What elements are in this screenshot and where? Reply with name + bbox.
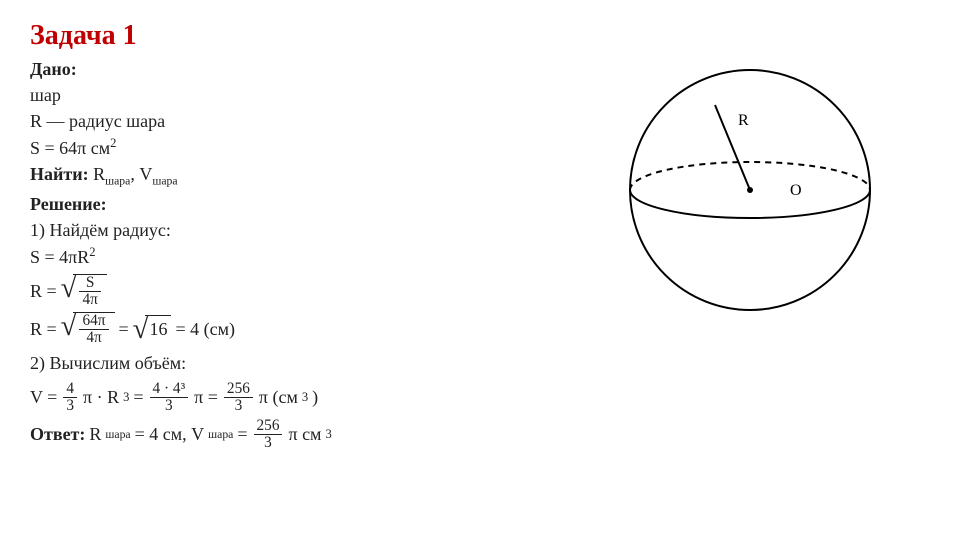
answer-frac-den: 3 [254, 435, 283, 451]
sqrt-body-1: S 4π [73, 274, 106, 308]
frac3-num: 256 [224, 381, 253, 398]
answer-label: Ответ: [30, 424, 85, 445]
label-o: O [790, 182, 802, 199]
frac-s-over-4pi: S 4π [79, 275, 100, 308]
volume-row: V = 4 3 π · R 3 = 4 · 4³ 3 π = 256 3 π (с… [30, 381, 930, 414]
given-area-exp: 2 [110, 136, 116, 150]
equator-front [630, 190, 870, 218]
frac-4-3-num: 4 [63, 381, 77, 398]
answer-r-prefix: R [89, 424, 101, 445]
step1-formula-exp: 2 [89, 245, 95, 259]
find-label: Найти: [30, 164, 89, 184]
find-r: R [93, 164, 105, 184]
equator-back [630, 162, 870, 190]
v-tail-close: ) [312, 387, 318, 408]
frac-256-3: 256 3 [224, 381, 253, 414]
v-mid2: π = [194, 387, 218, 408]
step2-text: 2) Вычислим объём: [30, 350, 930, 376]
frac-64pi-over-4pi: 64π 4π [79, 313, 108, 346]
label-r: R [738, 112, 749, 129]
r-value: = 4 (см) [175, 319, 235, 340]
answer-row: Ответ: Rшара = 4 см, Vшара = 256 3 π см3 [30, 418, 930, 451]
answer-v-sub: шара [208, 428, 233, 441]
find-r-sub: шара [105, 175, 130, 188]
v-exp3-1: 3 [123, 390, 129, 405]
frac-4-3-den: 3 [63, 398, 77, 414]
problem-title: Задача 1 [30, 20, 930, 52]
sqrt-body-2: 64π 4π [73, 312, 114, 346]
answer-tail-exp: 3 [325, 427, 331, 442]
given-area-eq: S = 64π см [30, 138, 110, 158]
find-v-sub: шара [152, 175, 177, 188]
frac3-den: 3 [224, 398, 253, 414]
frac-num-64pi: 64π [79, 313, 108, 330]
sqrt-wrap-2: √ 64π 4π [61, 312, 115, 346]
answer-tail: π см [288, 424, 321, 445]
r-eq-label-2: R = [30, 319, 57, 340]
answer-r-val: = 4 см, V [135, 424, 205, 445]
answer-frac-num: 256 [254, 418, 283, 435]
sqrt-wrap-1: √ S 4π [61, 274, 107, 308]
v-tail: π (см [259, 387, 298, 408]
v-leading: V = [30, 387, 57, 408]
eq-sign: = [119, 319, 129, 340]
center-dot [747, 187, 753, 193]
answer-v-eq: = [237, 424, 247, 445]
answer-r-sub: шара [105, 428, 130, 441]
frac-den-4pi-2: 4π [79, 330, 108, 346]
frac-num-s: S [79, 275, 100, 292]
frac2-num: 4 · 4³ [150, 381, 189, 398]
v-tail-exp: 3 [302, 390, 308, 405]
frac-4x4cubed-3: 4 · 4³ 3 [150, 381, 189, 414]
step1-formula-text: S = 4πR [30, 247, 89, 267]
sqrt-body-3: 16 [145, 315, 171, 344]
frac-4-3: 4 3 [63, 381, 77, 414]
sqrt-16: 16 [149, 319, 167, 340]
frac-den-4pi: 4π [79, 292, 100, 308]
answer-frac: 256 3 [254, 418, 283, 451]
r-eq-label-1: R = [30, 281, 57, 302]
v-mid1: π · R [83, 387, 119, 408]
frac2-den: 3 [150, 398, 189, 414]
find-sep: , V [130, 164, 152, 184]
sphere-diagram: R O [600, 60, 900, 320]
sqrt-wrap-3: √ 16 [133, 315, 172, 344]
v-eq1: = [133, 387, 143, 408]
